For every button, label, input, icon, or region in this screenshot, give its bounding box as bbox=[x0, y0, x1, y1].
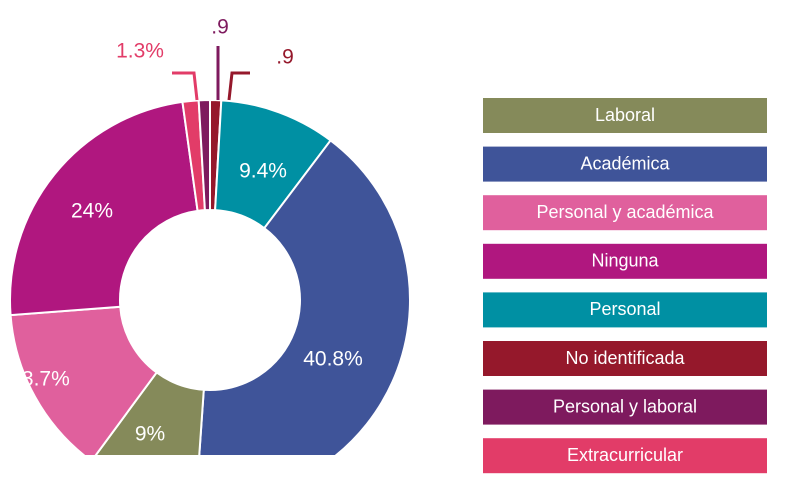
data-label: 24% bbox=[71, 200, 113, 223]
legend-label: No identificada bbox=[565, 348, 685, 368]
data-label: .9 bbox=[211, 16, 229, 39]
slice bbox=[197, 98, 211, 212]
legend-swatch bbox=[483, 195, 767, 231]
slice bbox=[9, 100, 199, 317]
leader-line bbox=[172, 71, 199, 101]
legend-swatch bbox=[483, 146, 767, 182]
data-label: 9.4% bbox=[239, 160, 287, 183]
legend-swatch bbox=[483, 341, 767, 376]
legend-swatch bbox=[483, 292, 767, 328]
legend-swatch bbox=[483, 98, 767, 133]
legend-label: Laboral bbox=[595, 105, 655, 125]
data-label: .9 bbox=[276, 46, 294, 69]
donut bbox=[9, 98, 411, 455]
slice bbox=[198, 139, 411, 455]
data-label: 1.3% bbox=[116, 40, 164, 63]
legend-label: Personal bbox=[589, 299, 660, 319]
legend-swatch bbox=[483, 243, 767, 279]
data-label: 40.8% bbox=[303, 348, 363, 371]
legend-swatch bbox=[483, 389, 767, 425]
legend-swatch bbox=[483, 438, 767, 474]
leader-line bbox=[227, 71, 250, 101]
data-label: 13.7% bbox=[10, 368, 70, 391]
slice bbox=[9, 305, 159, 455]
legend: Laboral Académica Personal y académica Ning… bbox=[483, 98, 767, 474]
legend-label: Ninguna bbox=[591, 251, 659, 271]
legend-label: Personal y académica bbox=[536, 202, 714, 222]
data-label: 9% bbox=[135, 423, 165, 446]
slice bbox=[94, 371, 205, 455]
legend-label: Personal y laboral bbox=[553, 396, 697, 416]
legend-label: Extracurricular bbox=[567, 445, 683, 465]
legend-label: Académica bbox=[580, 153, 670, 173]
